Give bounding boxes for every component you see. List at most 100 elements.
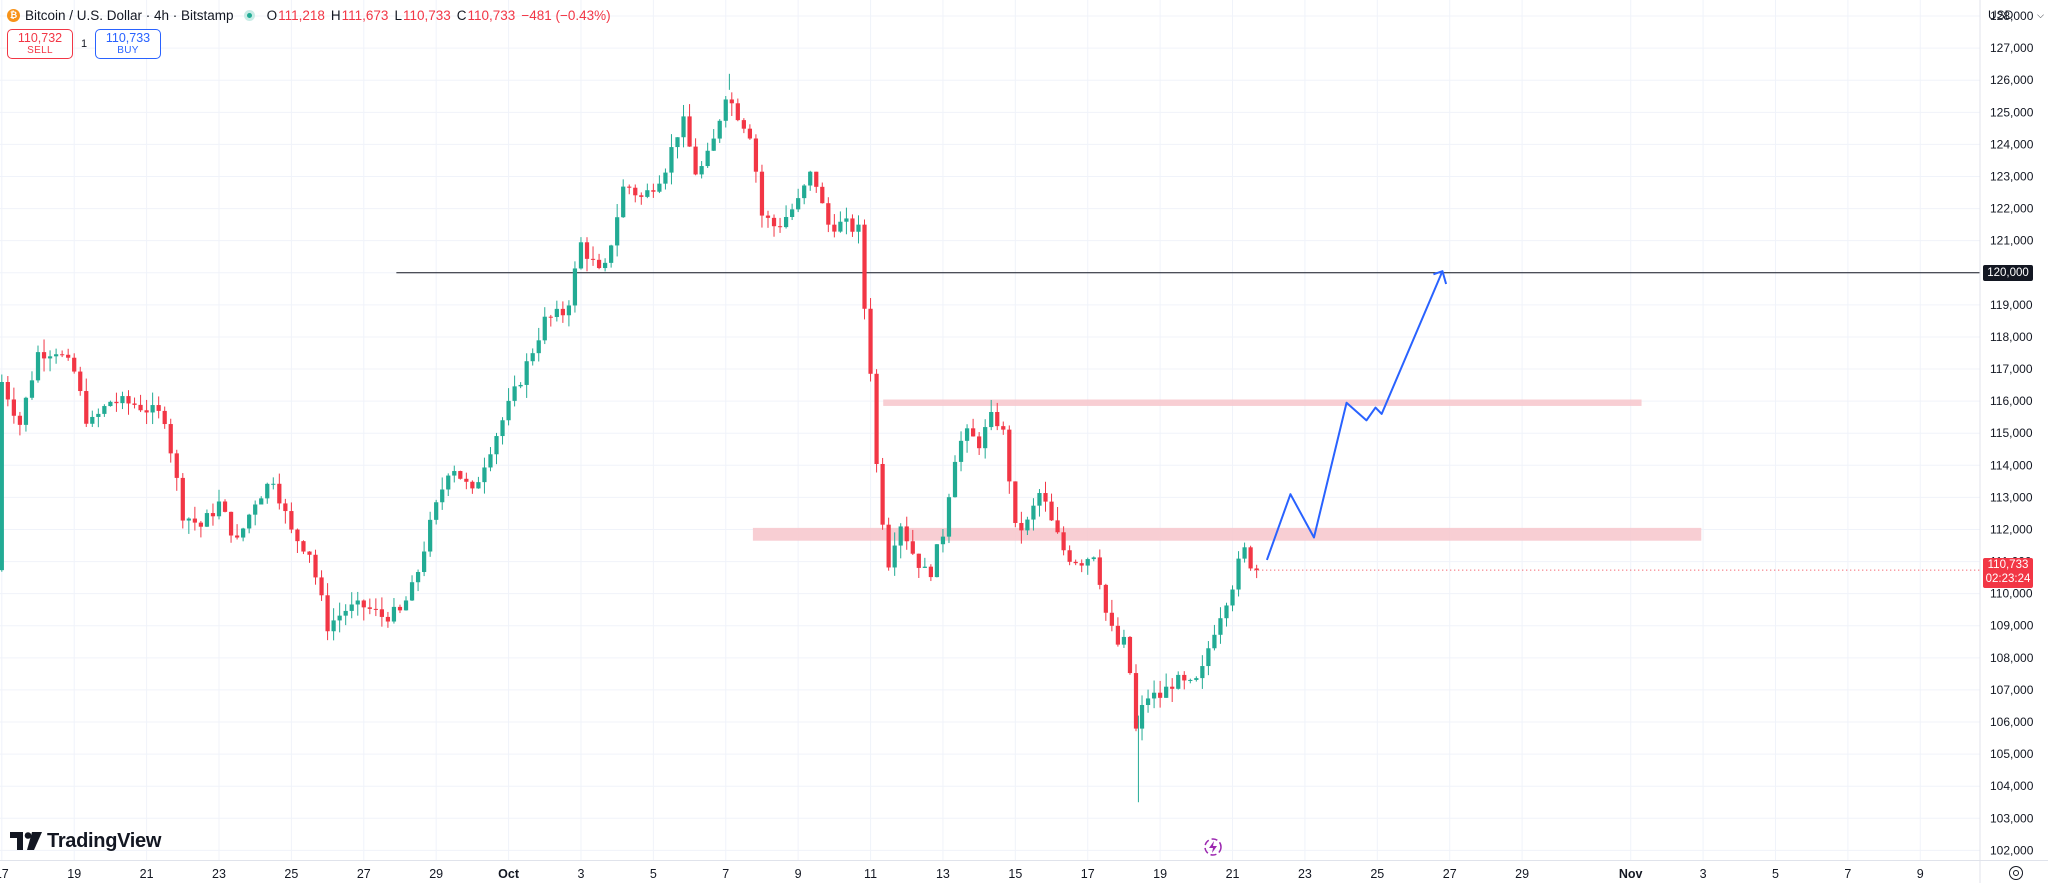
candle-body <box>241 528 246 538</box>
candle-body <box>771 217 777 227</box>
candle-body <box>916 553 921 568</box>
candle-body <box>458 471 463 479</box>
high-value: 111,673 <box>341 7 389 23</box>
candle-body <box>808 171 813 186</box>
candle-body <box>663 172 668 184</box>
candle-body <box>566 305 572 316</box>
candle-body <box>880 463 885 525</box>
candle-body <box>596 259 602 269</box>
buy-button[interactable]: 110,733 BUY <box>95 29 161 59</box>
x-tick-label: Oct <box>498 867 520 881</box>
candle-body <box>1194 678 1199 680</box>
resistance-zone[interactable] <box>752 527 1702 541</box>
settings-icon[interactable] <box>2009 866 2023 880</box>
candle-body <box>90 416 95 424</box>
x-tick-label: 17 <box>1081 867 1095 881</box>
candle-body <box>295 529 300 542</box>
candle-body <box>1151 692 1157 699</box>
candle-body <box>96 413 101 417</box>
candle-body <box>488 454 493 468</box>
candle-body <box>1097 557 1102 585</box>
candle-body <box>53 354 59 357</box>
candle-body <box>898 526 903 546</box>
candle-body <box>476 482 481 489</box>
candle-body <box>952 461 958 498</box>
candle-body <box>1085 559 1090 566</box>
close-value: 110,733 <box>467 7 516 23</box>
candle-body <box>11 399 16 416</box>
candle-body <box>283 503 288 512</box>
x-tick-label: 29 <box>429 867 443 881</box>
candles <box>0 73 1259 803</box>
candle-body <box>1230 589 1235 606</box>
y-tick-label: 107,000 <box>1990 683 2034 697</box>
candle-body <box>886 524 891 568</box>
y-tick-label: 110,000 <box>1990 587 2033 601</box>
candle-body <box>1121 636 1127 645</box>
x-tick-label: 21 <box>140 867 154 881</box>
symbol-title[interactable]: Bitcoin / U.S. Dollar · 4h · Bitstamp <box>25 7 234 23</box>
candle-body <box>265 483 270 499</box>
candle-body <box>964 428 970 441</box>
level-price-label: 120,000 <box>1983 264 2033 281</box>
candle-body <box>434 502 439 520</box>
candle-body <box>35 352 41 381</box>
candle-body <box>234 535 240 538</box>
candle-body <box>500 420 505 437</box>
candle-body <box>361 600 366 608</box>
candle-body <box>1055 520 1060 533</box>
candle-body <box>1206 648 1211 667</box>
y-tick-label: 114,000 <box>1990 458 2033 472</box>
quantity-value[interactable]: 1 <box>80 38 88 50</box>
candle-body <box>144 410 149 413</box>
candle-body <box>422 551 427 572</box>
x-tick-label: 15 <box>1008 867 1022 881</box>
candle-body <box>970 428 976 437</box>
candle-body <box>572 268 578 306</box>
candle-body <box>862 224 867 309</box>
x-tick-label: 9 <box>1917 867 1924 881</box>
candle-body <box>428 519 433 552</box>
candle-body <box>554 308 559 317</box>
candle-body <box>1061 532 1066 551</box>
candle-body <box>536 340 541 354</box>
candle-body <box>753 138 759 172</box>
logo-text: TradingView <box>47 829 162 852</box>
candle-body <box>759 171 765 216</box>
sell-button[interactable]: 110,732 SELL <box>7 29 73 59</box>
candle-body <box>675 137 680 148</box>
candle-body <box>0 382 4 571</box>
candle-body <box>1236 558 1241 590</box>
x-tick-label: 3 <box>1700 867 1707 881</box>
candle-body <box>542 316 547 341</box>
candle-body <box>1212 634 1217 649</box>
currency-selector[interactable]: USD ⌵ <box>1988 6 2044 24</box>
bar-countdown: 02:23:24 <box>1985 573 2031 586</box>
candle-body <box>1164 686 1169 698</box>
candle-body <box>313 554 318 578</box>
projection-layer <box>1265 270 1448 561</box>
tradingview-logo[interactable]: TradingView <box>10 828 161 854</box>
candle-body <box>693 146 698 175</box>
sell-label: SELL <box>27 45 53 57</box>
lightning-icon[interactable] <box>1204 838 1222 856</box>
x-tick-label: 25 <box>1370 867 1384 881</box>
projection-path[interactable] <box>1265 270 1444 561</box>
candle-body <box>452 471 457 476</box>
candle-body <box>66 354 71 358</box>
y-tick-label: 119,000 <box>1990 298 2033 312</box>
y-tick-label: 125,000 <box>1990 105 2034 119</box>
candle-body <box>548 316 553 318</box>
candle-body <box>23 397 29 425</box>
candle-body <box>1013 481 1018 523</box>
candle-body <box>319 577 324 596</box>
candle-body <box>1031 505 1036 520</box>
candle-body <box>1139 705 1145 729</box>
candle-body <box>657 183 662 192</box>
candle-body <box>705 150 710 167</box>
resistance-zone[interactable] <box>883 399 1642 406</box>
x-tick-label: 25 <box>284 867 298 881</box>
resistance-zones <box>752 399 1702 541</box>
